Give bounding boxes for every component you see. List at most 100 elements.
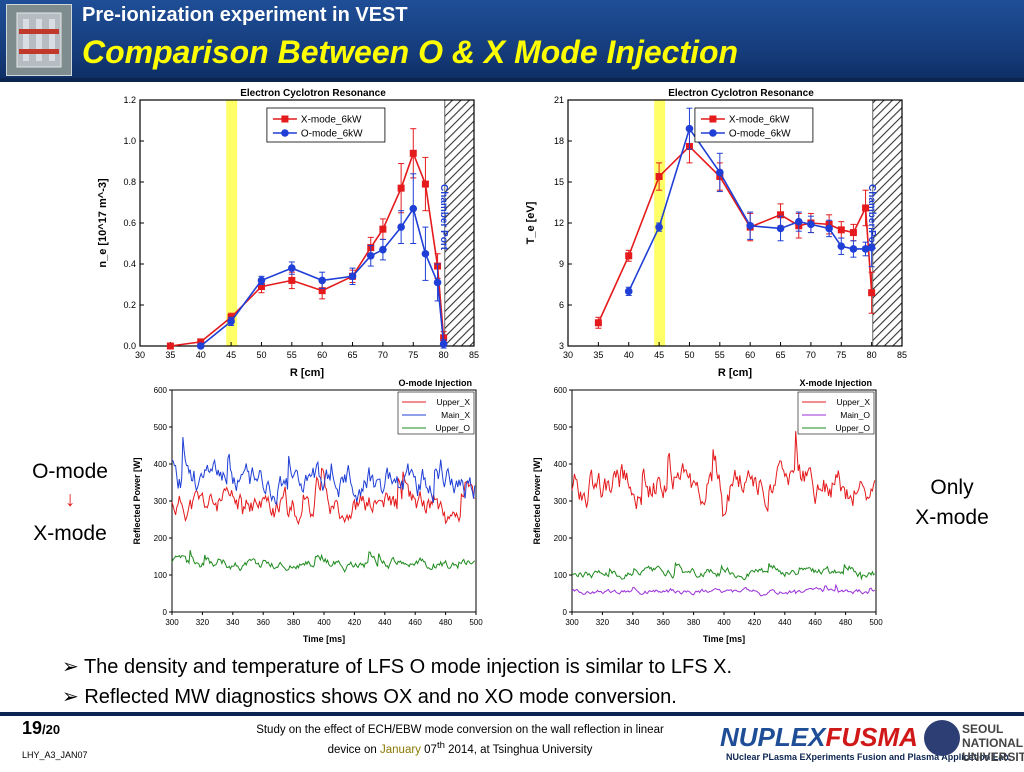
o-mode-point	[867, 243, 876, 252]
chamber-port-label: Chamber Port	[438, 184, 449, 251]
legend-label: X-mode_6kW	[301, 115, 362, 126]
x-tick-label: 500	[469, 618, 483, 627]
x-tick-label: 360	[257, 618, 271, 627]
footer-note-line2: device on January 07th 2014, at Tsinghua…	[200, 738, 720, 758]
o-mode-point	[366, 252, 375, 260]
x-tick-label: 480	[839, 618, 853, 627]
x-mode-point	[594, 319, 602, 327]
footer-note-sup: th	[436, 740, 445, 751]
nuplex-fusma-logo: NUPLEXFUSMA	[720, 722, 918, 753]
x-mode-point	[379, 225, 387, 233]
y-tick-label: 0.0	[123, 341, 136, 351]
trace-main_x	[171, 437, 476, 506]
y-tick-label: 0	[563, 608, 568, 617]
university-seal-icon	[924, 720, 960, 756]
vest-device-icon	[16, 12, 62, 68]
x-mode-point	[288, 276, 296, 284]
x-axis-label: Time [ms]	[303, 634, 345, 644]
o-mode-point	[861, 245, 870, 253]
x-tick-label: 35	[593, 350, 603, 360]
y-tick-label: 6	[559, 300, 564, 310]
legend-box	[797, 391, 875, 435]
y-tick-label: 3	[559, 341, 564, 351]
y-tick-label: 200	[154, 534, 168, 543]
legend-marker	[281, 129, 289, 137]
page-current: 19	[22, 718, 43, 738]
x-mode-point	[318, 287, 326, 295]
legend-label: Main_O	[840, 410, 870, 420]
y-tick-label: 12	[554, 218, 564, 228]
o-mode-point	[409, 204, 418, 213]
y-tick-label: 0.8	[123, 177, 136, 187]
footer-note-venue: 2014, at Tsinghua University	[444, 743, 593, 756]
bullet-arrow-icon: ➢	[62, 686, 85, 708]
o-mode-label: O-mode	[32, 460, 108, 483]
ecr-band	[226, 100, 238, 346]
x-axis-label: Time [ms]	[703, 634, 745, 644]
x-mode-reflected-power-chart: 300 320 340 360 380 400 420 440 460 480 500 0 100 200…	[532, 378, 883, 644]
slide-subtitle: Pre-ionization experiment in VEST	[82, 4, 408, 26]
x-tick-label: 480	[439, 618, 453, 627]
univ-line3: UNIVERSITY	[962, 750, 1024, 764]
x-tick-label: 380	[687, 618, 701, 627]
o-mode-point	[196, 342, 205, 350]
y-tick-label: 500	[154, 423, 168, 432]
x-mode-point	[862, 204, 870, 212]
document-id: LHY_A3_JAN07	[22, 750, 88, 760]
y-tick-label: 300	[554, 497, 568, 506]
x-tick-label: 45	[226, 350, 236, 360]
o-mode-point	[746, 221, 754, 230]
x-mode-point	[397, 184, 405, 192]
o-mode-point	[433, 278, 442, 287]
x-tick-label: 80	[867, 350, 877, 360]
o-mode-reflected-power-chart: 300 320 340 360 380 400 420 440 460 480 500 0 100 200…	[132, 378, 483, 644]
o-mode-point	[348, 272, 357, 281]
page-number: 19/20	[22, 718, 60, 739]
legend-label: Upper_X	[836, 397, 870, 407]
legend-label: Main_X	[441, 410, 470, 420]
x-tick-label: 30	[135, 350, 145, 360]
y-tick-label: 9	[559, 259, 564, 269]
x-tick-label: 300	[165, 618, 179, 627]
x-tick-label: 40	[624, 350, 634, 360]
univ-line2: NATIONAL	[962, 736, 1024, 750]
x-mode-point	[166, 342, 174, 350]
chart-title: X-mode Injection	[799, 378, 872, 388]
x-tick-label: 65	[776, 350, 786, 360]
x-tick-label: 85	[469, 350, 479, 360]
chart-title: O-mode Injection	[398, 378, 472, 388]
y-tick-label: 400	[154, 460, 168, 469]
o-mode-point	[624, 287, 633, 296]
chamber-port-label: Chamber Port	[866, 184, 877, 251]
x-tick-label: 70	[806, 350, 816, 360]
legend-label: O-mode_6kW	[729, 129, 791, 140]
x-axis-label: R [cm]	[290, 367, 325, 379]
x-tick-label: 360	[657, 618, 671, 627]
x-tick-label: 50	[256, 350, 266, 360]
y-tick-label: 0.4	[123, 259, 136, 269]
footer-bar	[0, 712, 1024, 772]
vest-device-image	[6, 4, 72, 76]
o-mode-point	[794, 217, 803, 226]
trace-upper_o	[171, 550, 476, 573]
legend-marker	[709, 115, 717, 123]
footer-note-month: January	[380, 743, 421, 756]
university-name: SEOUL NATIONAL UNIVERSITY	[962, 722, 1024, 764]
x-tick-label: 400	[317, 618, 331, 627]
x-tick-label: 300	[565, 618, 579, 627]
o-mode-point	[439, 340, 448, 348]
legend-marker	[281, 115, 289, 123]
y-tick-label: 200	[554, 534, 568, 543]
x-tick-label: 380	[287, 618, 301, 627]
only-label: Only	[930, 476, 974, 499]
legend-label: Upper_X	[436, 397, 470, 407]
y-tick-label: 300	[154, 497, 168, 506]
x-tick-label: 400	[717, 618, 731, 627]
x-tick-label: 35	[165, 350, 175, 360]
legend-label: X-mode_6kW	[729, 115, 790, 126]
o-mode-point	[227, 317, 235, 326]
series-line	[597, 145, 873, 324]
o-mode-point	[825, 224, 833, 233]
y-tick-label: 400	[554, 460, 568, 469]
conclusion-bullets: ➢ The density and temperature of LFS O m…	[62, 652, 732, 712]
